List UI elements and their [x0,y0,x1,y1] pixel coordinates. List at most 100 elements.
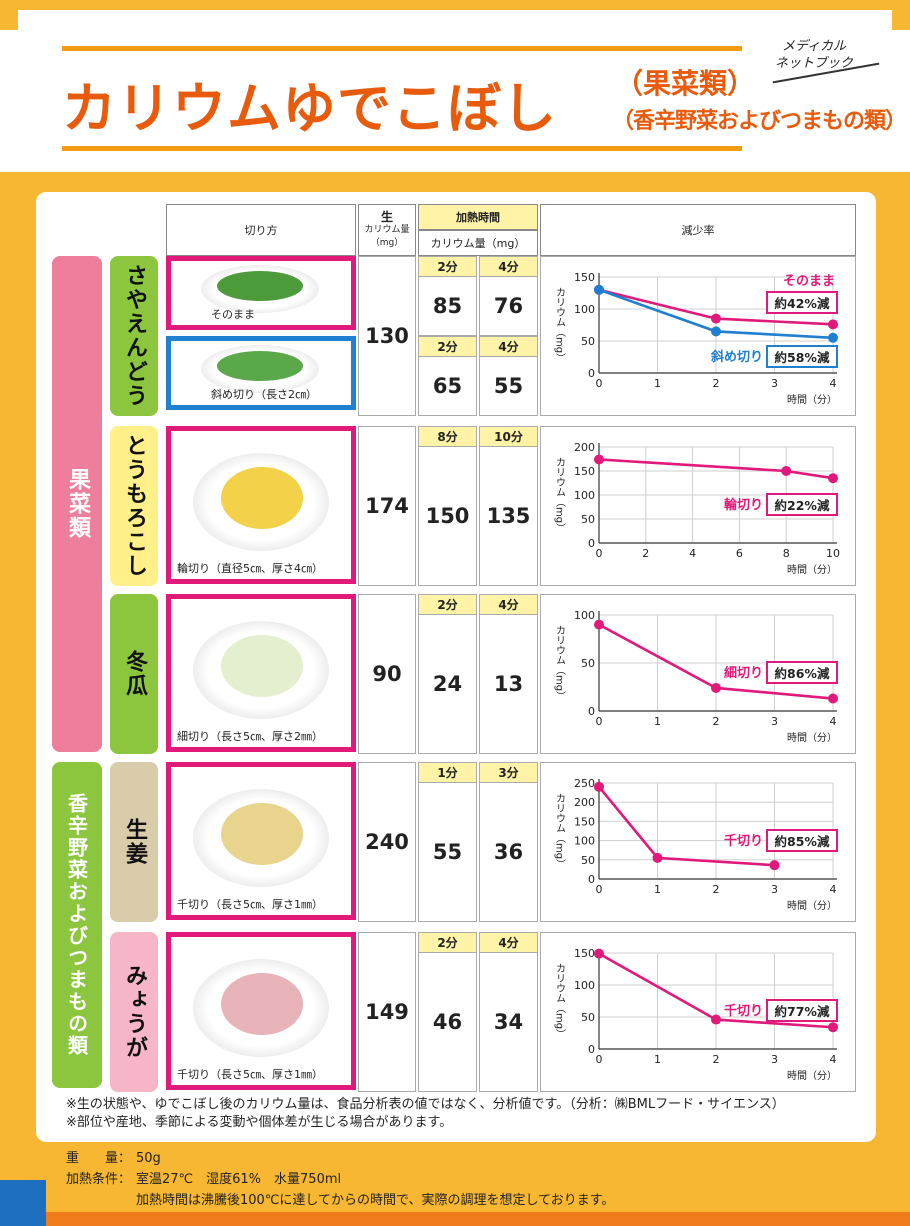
rate-box [766,661,838,684]
heat-potassium-value: 85 [432,294,463,318]
rate-box [766,999,838,1022]
x-tick-label: 1 [654,1053,661,1066]
data-point [711,682,721,693]
photo-caption: 千切り（長さ5㎝、厚さ1㎜） [177,1068,323,1081]
y-tick-label: 0 [588,873,595,886]
series-name-label: 千切り [724,1003,763,1019]
title-rule-top [62,46,742,51]
header-raw: 生 カリウム量（mg） [358,204,416,256]
y-tick-label: 150 [574,271,595,284]
x-tick-label: 4 [830,715,837,728]
vegetable-label: さやえんどう [110,256,158,416]
heat-time-label: 2分 [419,595,476,615]
y-tick-label: 250 [574,777,595,790]
data-point [828,693,838,704]
x-tick-label: 1 [654,377,661,390]
photo-frame: 斜め切り（長さ2㎝） [166,336,356,410]
rate-label: 約86%減 [775,666,830,681]
heat-time-label: 10分 [480,427,537,447]
y-tick-label: 150 [574,815,595,828]
heat-time-label: 8分 [419,427,476,447]
heat-cell: 4分 76 [479,256,538,336]
data-point [828,473,838,484]
y-tick-label: 0 [588,367,595,380]
rate-box [766,345,838,368]
heat-cell: 2分 24 [418,594,477,754]
line-chart: 0 1 2 3 4 0 50 100 カリウム（mg） 時間（分） 細切り 約86%減 [554,609,838,744]
food-image [217,351,303,381]
heat-potassium-value: 135 [486,504,531,528]
brand-logo: メディカル ネットブック [775,38,853,72]
x-tick-label: 6 [736,547,743,560]
heat-cell: 4分 34 [479,932,538,1092]
heat-potassium-value: 55 [432,840,463,864]
y-axis-label: カリウム（mg） [554,457,566,533]
header-heat-sub: カリウム量（mg） [418,230,538,256]
data-point [652,852,663,863]
rate-box [766,829,838,852]
chart-panel: 0 1 2 3 4 0 50 100 カリウム（mg） 時間（分） 細切り 約86%減 [540,594,856,754]
chart-panel: 0 1 2 3 4 0 50 100 150 カリウム（mg） 時間（分） 千切り 約77%減 [540,932,856,1092]
heat-cell: 4分 55 [479,336,538,416]
y-tick-label: 50 [581,854,595,867]
y-axis-label: カリウム（mg） [554,625,566,701]
data-point [828,1022,838,1033]
y-tick-label: 100 [574,609,595,622]
heat-time-label: 4分 [480,337,537,357]
notes: ※生の状態や、ゆでこぼし後のカリウム量は、食品分析表の値ではなく、分析値です。（… [66,1096,785,1132]
data-point [594,781,604,792]
photo-frame: そのまま [166,256,356,330]
y-tick-label: 200 [574,796,595,809]
x-tick-label: 4 [830,883,837,896]
data-point [594,454,604,465]
data-point [828,319,838,330]
photo-frame: 細切り（長さ5㎝、厚さ2㎜） [166,594,356,752]
data-point [711,313,721,324]
header-raw-sub: カリウム量（mg） [364,224,410,248]
x-tick-label: 0 [596,547,603,560]
y-tick-label: 100 [574,303,595,316]
heat-cell: 2分 46 [418,932,477,1092]
y-tick-label: 100 [574,979,595,992]
header-area: カリウムゆでこぼし （果菜類） （香辛野菜およびつまもの類） メディカル ネット… [0,0,910,172]
food-image [221,803,303,865]
vegetable-label: とうもろこし [110,426,158,586]
heat-label: 加熱条件： [66,1172,132,1187]
rate-box [766,493,838,516]
x-axis-label: 時間（分） [787,900,837,912]
x-tick-label: 1 [654,715,661,728]
data-point [594,284,604,295]
x-tick-label: 8 [783,547,790,560]
y-tick-label: 100 [574,489,595,502]
heat-time-label: 2分 [419,337,476,357]
raw-potassium-cell: 174 [358,426,416,586]
data-point [594,619,604,630]
series-line [597,786,775,867]
heat-potassium-value: 13 [493,672,524,696]
series-name-label: そのまま [783,274,835,289]
photo-frame: 輪切り（直径5㎝、厚さ4㎝） [166,426,356,584]
category-kasai: 果菜類 [52,256,102,752]
data-point [711,326,721,337]
chart-panel: 0 1 2 3 4 0 50 100 150 カリウム（mg） 時間（分） そのまま 約42%減 斜め切り… [540,256,856,416]
y-tick-label: 50 [581,657,595,670]
heat-value-2: 加熱時間は沸騰後100℃に達してからの時間で、実際の調理を想定しております。 [136,1193,615,1208]
y-tick-label: 0 [588,705,595,718]
chart-panel: 0 1 2 3 4 0 50 100 150 200 250 カリウム（mg） 時間（分） 千切り 約85%… [540,762,856,922]
x-axis-label: 時間（分） [787,394,837,406]
photo-frame: 千切り（長さ5㎝、厚さ1㎜） [166,932,356,1090]
y-tick-label: 200 [574,441,595,454]
x-tick-label: 2 [713,1053,720,1066]
heat-cell: 3分 36 [479,762,538,922]
series-name-label: 細切り [724,665,763,681]
vegetable-label: 冬瓜 [110,594,158,754]
x-axis-label: 時間（分） [787,732,837,744]
raw-potassium-cell: 130 [358,256,416,416]
rate-box [766,291,838,314]
rate-label: 約42%減 [775,296,830,311]
heat-cell: 2分 85 [418,256,477,336]
y-axis-label: カリウム（mg） [554,287,566,363]
x-tick-label: 0 [596,715,603,728]
note-2: ※部位や産地、季節による変動や個体差が生じる場合があります。 [66,1115,453,1130]
y-tick-label: 50 [581,335,595,348]
